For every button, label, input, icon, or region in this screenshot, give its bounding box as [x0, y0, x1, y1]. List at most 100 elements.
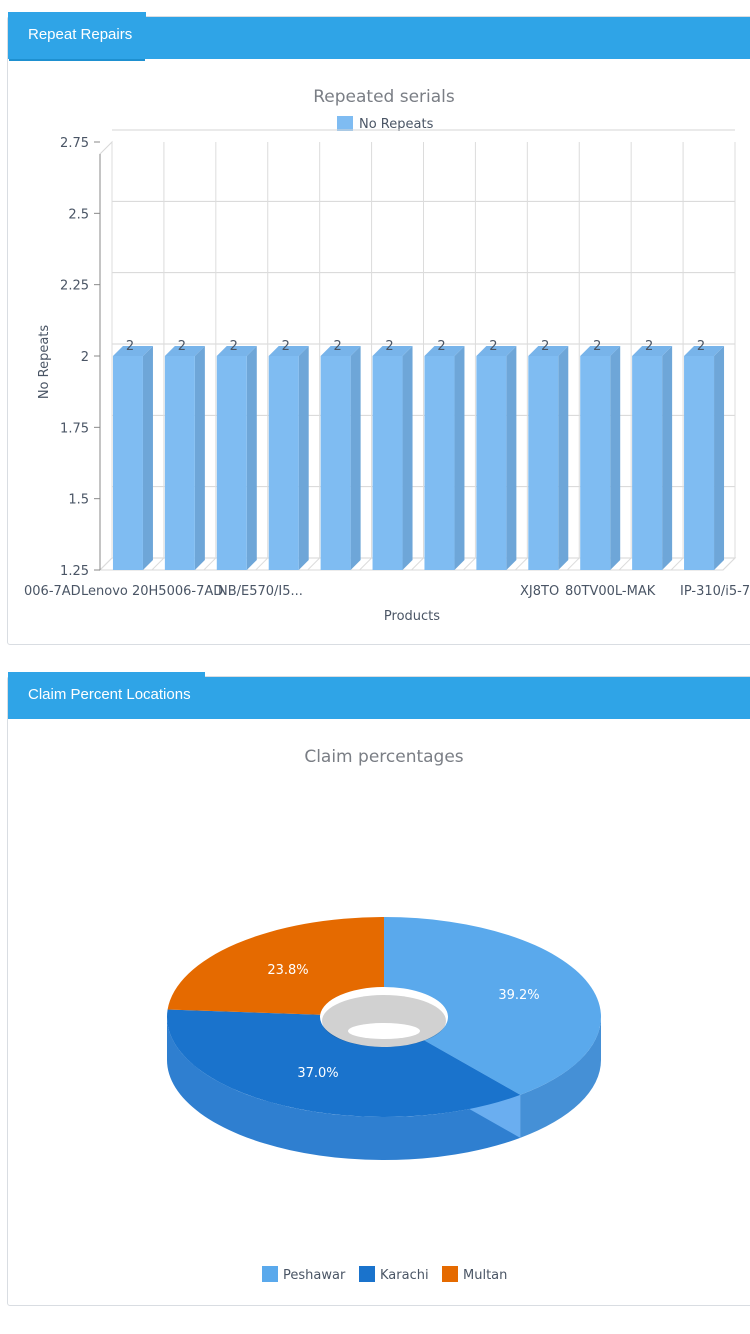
bar-front [268, 356, 299, 570]
y-axis-title: No Repeats [37, 325, 52, 400]
bar: 2 [268, 339, 309, 570]
bar-top [424, 346, 465, 356]
data-label: 2 [230, 339, 238, 354]
bar-front [476, 356, 507, 570]
y-tick-label: 1.75 [60, 421, 89, 436]
bar-side [402, 346, 413, 570]
floor-divider [359, 557, 372, 571]
data-label: 2 [697, 339, 705, 354]
y-tick-label: 2 [81, 350, 89, 365]
slice-label: 39.2% [498, 988, 539, 1003]
legend-swatch [359, 1266, 375, 1282]
floor-divider [411, 557, 424, 571]
bar: 2 [372, 339, 413, 570]
floor-divider [307, 557, 321, 571]
y-tick-label: 2.75 [60, 136, 89, 151]
bar-top [632, 346, 673, 356]
data-label: 2 [489, 339, 497, 354]
bar: 2 [580, 339, 621, 570]
bar-top [476, 346, 517, 356]
bar-side [454, 346, 465, 570]
bar: 2 [528, 339, 569, 570]
bar-side [662, 346, 673, 570]
bar-top [528, 346, 569, 356]
floor-divider [566, 557, 580, 571]
bar-side [142, 346, 153, 570]
bar-side [558, 346, 569, 570]
slice-multan [167, 917, 384, 1015]
claim-percentages-chart: Claim percentages 39.2% 37.0% 23.8% Peshawar… [167, 747, 601, 1283]
slice-label: 23.8% [267, 963, 308, 978]
bar-front [320, 356, 351, 570]
slice-side-karachi [167, 1017, 521, 1160]
bar-top [216, 346, 257, 356]
bar: 2 [424, 339, 465, 570]
data-label: 2 [541, 339, 549, 354]
floor-divider [151, 557, 165, 571]
y-tick-label: 1.5 [68, 493, 89, 508]
bar-top [268, 346, 309, 356]
hole [348, 1023, 420, 1039]
bar-front [684, 356, 715, 570]
floor-divider [514, 557, 528, 571]
legend-swatch [337, 116, 353, 131]
side-wall [99, 140, 113, 572]
bar-side [506, 346, 517, 570]
x-tick-label: XJ8TO [520, 584, 559, 599]
bar: 2 [164, 339, 205, 570]
floor-divider [463, 557, 476, 571]
data-label: 2 [178, 339, 186, 354]
floor-divider [722, 557, 736, 571]
bar: 2 [320, 339, 361, 570]
x-tick-label: IP-310/i5-7200 [680, 584, 750, 599]
x-axis-title: Products [384, 609, 440, 624]
data-label: 2 [437, 339, 445, 354]
data-label: 2 [645, 339, 653, 354]
bar-front [164, 356, 195, 570]
bar: 2 [112, 339, 153, 570]
data-label: 2 [126, 339, 134, 354]
bar-top [112, 346, 153, 356]
x-tick-label: 006-7AD [24, 584, 81, 599]
slice-peshawar [384, 917, 601, 1095]
data-label: 2 [282, 339, 290, 354]
floor-divider [618, 557, 632, 571]
bar-front [580, 356, 611, 570]
floor-divider [255, 557, 269, 571]
bar-front [528, 356, 559, 570]
x-tick-label: NB/E570/I5... [218, 584, 303, 599]
bar: 2 [216, 339, 257, 570]
bar-top [580, 346, 621, 356]
bar-front [112, 356, 143, 570]
panel-title: Claim Percent Locations [8, 672, 205, 719]
x-tick-label: 80TV00L-MAK [565, 584, 656, 599]
floor-divider [99, 557, 113, 571]
bar-side [298, 346, 309, 570]
legend-swatch [262, 1266, 278, 1282]
y-tick-label: 1.25 [60, 564, 89, 579]
bar: 2 [632, 339, 673, 570]
panel-title: Repeat Repairs [8, 12, 147, 59]
chart-title: Claim percentages [304, 747, 463, 767]
legend-label: Multan [463, 1268, 507, 1283]
slice-side-peshawar [520, 1017, 601, 1138]
claim-percent-panel: Claim Percent Locations [7, 672, 750, 1306]
bar-side [350, 346, 361, 570]
repeated-serials-chart: Repeated serials No Repeats 2.75 2.5 2.25 2 1.… [24, 87, 750, 624]
chart-title: Repeated serials [313, 87, 455, 107]
legend-label: Karachi [380, 1268, 429, 1283]
bar-top [164, 346, 205, 356]
bar-front [632, 356, 663, 570]
legend-label: No Repeats [359, 117, 434, 132]
legend-label: Peshawar [283, 1268, 346, 1283]
bar-front [424, 356, 455, 570]
slice-label: 37.0% [297, 1066, 338, 1081]
data-label: 2 [333, 339, 341, 354]
bar-top [684, 346, 725, 356]
floor-divider [670, 557, 684, 571]
bar-side [194, 346, 205, 570]
grid [98, 129, 737, 572]
floor-divider [203, 557, 217, 571]
bar-side [610, 346, 621, 570]
bar-front [216, 356, 247, 570]
